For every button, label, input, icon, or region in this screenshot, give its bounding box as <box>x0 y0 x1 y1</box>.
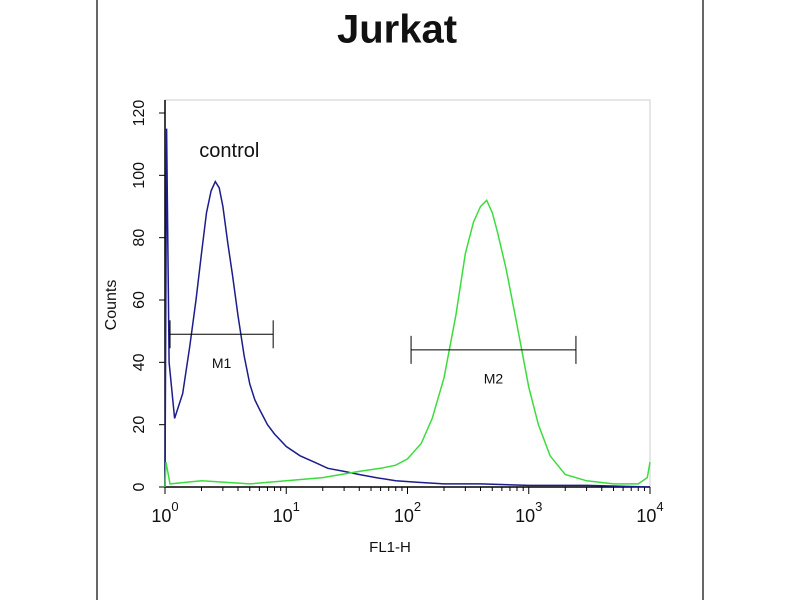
x-tick-label: 102 <box>394 499 421 525</box>
y-tick-label: 100 <box>131 162 148 189</box>
y-tick-label: 120 <box>131 100 148 127</box>
x-tick-base: 10 <box>394 506 414 526</box>
y-tick-label: 60 <box>131 291 148 309</box>
chart-title: Jurkat <box>337 8 457 52</box>
marker-label: M1 <box>212 355 232 371</box>
x-tick-base: 10 <box>636 506 656 526</box>
x-tick-exponent: 1 <box>293 499 300 514</box>
series-label: control <box>199 140 259 162</box>
x-axis-label: FL1-H <box>369 539 411 556</box>
marker-label: M2 <box>484 371 504 387</box>
x-tick-exponent: 3 <box>535 499 542 514</box>
series-line <box>164 199 651 488</box>
y-tick-label: 40 <box>131 353 148 371</box>
x-tick-base: 10 <box>515 506 535 526</box>
y-tick-label: 20 <box>131 416 148 434</box>
y-tick-label: 80 <box>131 229 148 247</box>
x-tick-base: 10 <box>273 506 293 526</box>
x-tick-label: 100 <box>151 499 178 525</box>
y-axis-label: Counts <box>103 280 120 331</box>
x-tick-label: 104 <box>636 499 663 525</box>
y-tick-label: 0 <box>131 482 148 491</box>
x-tick-exponent: 2 <box>414 499 421 514</box>
x-tick-base: 10 <box>151 506 171 526</box>
series-line <box>164 128 651 488</box>
x-tick-label: 103 <box>515 499 542 525</box>
x-tick-exponent: 0 <box>171 499 178 514</box>
x-tick-exponent: 4 <box>656 499 663 514</box>
x-tick-label: 101 <box>273 499 300 525</box>
